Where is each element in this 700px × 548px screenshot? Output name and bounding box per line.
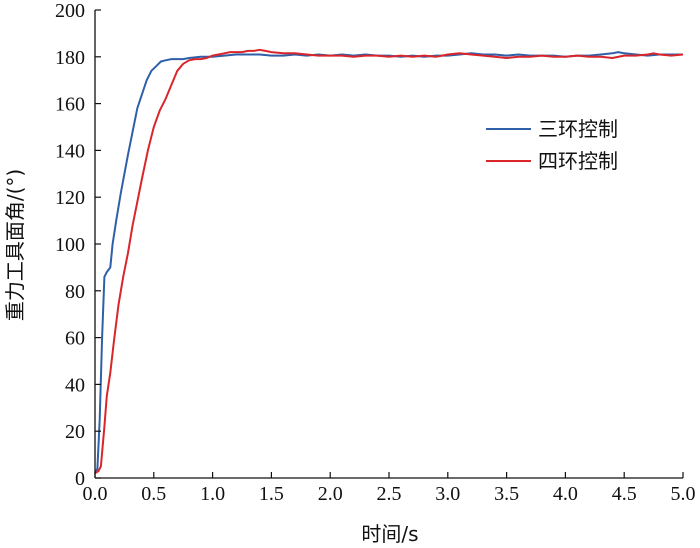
series-line-three-loop bbox=[94, 51, 683, 474]
legend-label-three-loop: 三环控制 bbox=[538, 117, 618, 141]
legend: 三环控制 四环控制 bbox=[486, 117, 618, 173]
x-tick-label: 0.5 bbox=[141, 483, 166, 505]
y-tick-label: 140 bbox=[55, 140, 85, 162]
legend-label-four-loop: 四环控制 bbox=[538, 149, 618, 173]
x-tick-label: 1.5 bbox=[259, 483, 284, 505]
x-tick-label: 2.0 bbox=[318, 483, 343, 505]
y-tick-label: 40 bbox=[65, 374, 85, 396]
y-tick-label: 160 bbox=[55, 94, 85, 116]
x-axis-title: 时间/s bbox=[361, 522, 418, 546]
y-tick-label: 200 bbox=[55, 0, 85, 22]
x-tick-label: 5.0 bbox=[671, 483, 696, 505]
y-tick-label: 20 bbox=[65, 421, 85, 443]
y-tick-label: 100 bbox=[55, 234, 85, 256]
x-tick-label: 4.5 bbox=[612, 483, 637, 505]
y-tick-label: 180 bbox=[55, 47, 85, 69]
series-line-four-loop bbox=[94, 48, 684, 475]
plot-lines bbox=[94, 48, 684, 475]
x-ticks: 0.0 0.5 1.0 1.5 2.0 2.5 3.0 3.5 4.0 4.5 5.0 bbox=[83, 472, 696, 505]
x-tick-label: 1.0 bbox=[200, 483, 225, 505]
y-tick-label: 0 bbox=[75, 468, 85, 490]
x-tick-label: 2.5 bbox=[377, 483, 402, 505]
x-tick-label: 3.0 bbox=[435, 483, 460, 505]
y-tick-label: 120 bbox=[55, 187, 85, 209]
y-axis-title: 重力工具面角/(°) bbox=[3, 169, 27, 321]
y-ticks: 0 20 40 60 80 100 120 140 160 180 200 bbox=[55, 0, 101, 490]
x-tick-label: 3.5 bbox=[494, 483, 519, 505]
y-tick-label: 60 bbox=[65, 328, 85, 350]
y-tick-label: 80 bbox=[65, 281, 85, 303]
x-tick-label: 0.0 bbox=[83, 483, 108, 505]
x-tick-label: 4.0 bbox=[553, 483, 578, 505]
axes bbox=[94, 10, 683, 479]
